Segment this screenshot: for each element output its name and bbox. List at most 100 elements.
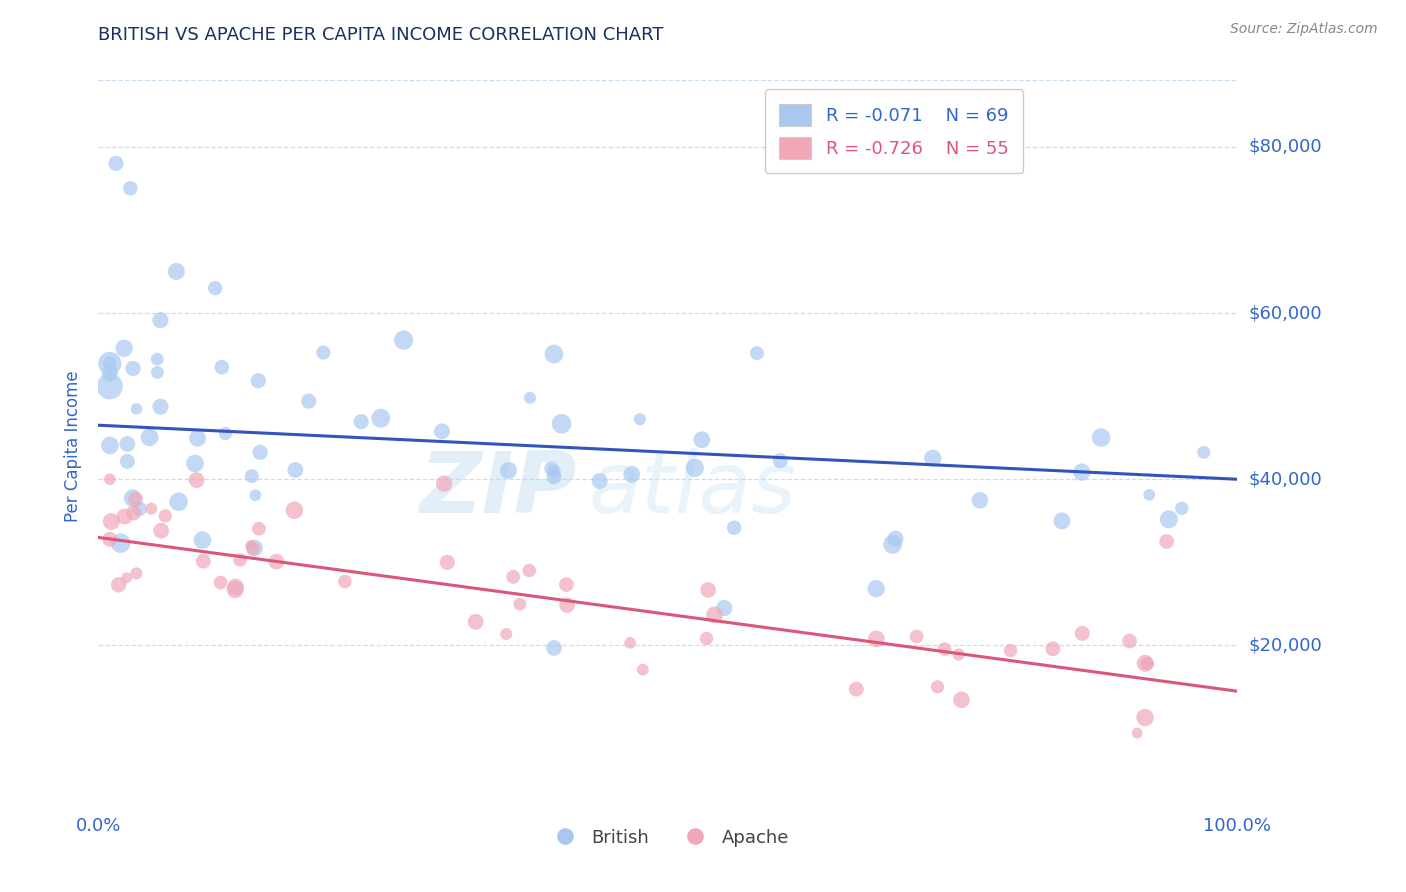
Point — [128, 501, 150, 516]
Point — [589, 474, 612, 488]
Point — [517, 564, 540, 578]
Point — [745, 346, 768, 360]
Point — [1090, 431, 1112, 445]
Point — [436, 556, 458, 570]
Point — [543, 470, 565, 484]
Point — [115, 571, 138, 585]
Point — [114, 509, 136, 524]
Point — [723, 521, 745, 535]
Point — [120, 181, 142, 195]
Point — [98, 356, 121, 370]
Point — [555, 577, 578, 591]
Text: $60,000: $60,000 — [1249, 304, 1322, 322]
Point — [683, 461, 706, 475]
Point — [1050, 514, 1073, 528]
Point — [165, 264, 187, 278]
Text: BRITISH VS APACHE PER CAPITA INCOME CORRELATION CHART: BRITISH VS APACHE PER CAPITA INCOME CORR… — [98, 26, 664, 44]
Point — [865, 632, 887, 646]
Point — [697, 582, 720, 597]
Point — [392, 333, 415, 347]
Point — [155, 508, 177, 523]
Point — [214, 426, 236, 441]
Point — [690, 433, 713, 447]
Point — [107, 578, 129, 592]
Text: ZIP: ZIP — [419, 449, 576, 532]
Point — [1070, 465, 1092, 479]
Point — [950, 693, 973, 707]
Point — [229, 553, 252, 567]
Point — [117, 454, 139, 468]
Point — [149, 313, 172, 327]
Point — [247, 522, 270, 536]
Point — [124, 492, 146, 507]
Point — [1000, 643, 1022, 657]
Point — [191, 533, 214, 547]
Point — [249, 445, 271, 459]
Point — [186, 431, 208, 445]
Point — [110, 536, 132, 550]
Point — [1135, 657, 1157, 671]
Point — [884, 532, 907, 546]
Point — [204, 281, 226, 295]
Point — [112, 341, 135, 355]
Point — [121, 491, 143, 505]
Point — [283, 503, 305, 517]
Point — [242, 541, 264, 556]
Point — [620, 467, 643, 482]
Point — [141, 501, 163, 516]
Point — [333, 574, 356, 589]
Point — [284, 463, 307, 477]
Point — [969, 493, 991, 508]
Point — [240, 469, 263, 483]
Point — [239, 539, 262, 553]
Point — [927, 680, 949, 694]
Point — [948, 648, 970, 662]
Point — [146, 366, 169, 380]
Point — [1171, 501, 1194, 516]
Point — [921, 451, 943, 466]
Point — [312, 345, 335, 359]
Text: atlas: atlas — [588, 449, 796, 532]
Text: $80,000: $80,000 — [1249, 137, 1322, 156]
Point — [555, 598, 578, 612]
Point — [1157, 512, 1180, 526]
Point — [502, 570, 524, 584]
Point — [98, 533, 121, 547]
Text: Source: ZipAtlas.com: Source: ZipAtlas.com — [1230, 22, 1378, 37]
Point — [1042, 641, 1064, 656]
Point — [1126, 726, 1149, 740]
Point — [713, 601, 735, 615]
Point — [543, 640, 565, 655]
Point — [905, 630, 928, 644]
Point — [211, 360, 233, 375]
Point — [628, 412, 651, 426]
Point — [464, 615, 486, 629]
Point — [865, 582, 887, 596]
Point — [224, 582, 246, 597]
Point — [298, 394, 321, 409]
Point — [1156, 534, 1178, 549]
Point — [619, 636, 641, 650]
Point — [882, 537, 904, 551]
Point — [509, 597, 531, 611]
Point — [98, 438, 121, 452]
Point — [98, 472, 121, 486]
Point — [1133, 711, 1156, 725]
Point — [117, 437, 139, 451]
Point — [150, 524, 173, 538]
Point — [1192, 445, 1215, 459]
Point — [1136, 657, 1159, 671]
Point — [631, 663, 654, 677]
Point — [350, 415, 373, 429]
Point — [540, 461, 562, 475]
Point — [184, 457, 207, 471]
Point — [100, 515, 122, 529]
Point — [1071, 626, 1094, 640]
Point — [1137, 488, 1160, 502]
Point — [769, 453, 792, 467]
Point — [266, 555, 288, 569]
Point — [934, 642, 956, 657]
Text: $40,000: $40,000 — [1249, 470, 1322, 488]
Point — [186, 473, 208, 487]
Point — [703, 607, 725, 622]
